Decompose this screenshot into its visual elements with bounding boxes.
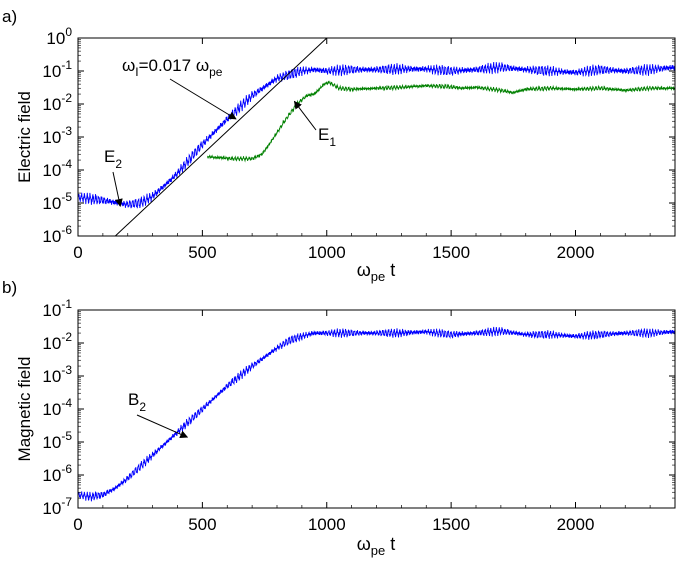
panel-a-label: a)	[2, 7, 17, 26]
panel-b-label: b)	[2, 278, 17, 297]
y-tick-label: 10-3	[42, 363, 72, 386]
series-b2-line	[78, 326, 675, 502]
x-tick-label: 2000	[557, 243, 595, 262]
y-tick-label: 100	[46, 25, 72, 48]
panel-b-xlabel: ωpe t	[357, 534, 396, 558]
panel-a: 0 500 1000 1500 2000 10-6 10-5 10-4 10-3 10-2 10-1…	[15, 25, 676, 284]
x-tick-label: 0	[73, 515, 82, 534]
x-tick-label: 500	[188, 243, 216, 262]
x-tick-label: 500	[188, 515, 216, 534]
panel-a-ylabel: Electric field	[15, 91, 34, 183]
growth-rate-arrow	[169, 78, 237, 120]
x-tick-label: 1000	[308, 243, 346, 262]
series-e1-line	[206, 80, 675, 163]
panel-a-xlabel: ωpe t	[357, 260, 396, 284]
e1-arrow	[293, 100, 317, 131]
e2-label: E2	[104, 147, 122, 171]
e2-arrow	[112, 171, 123, 207]
y-tick-label: 10-5	[42, 429, 72, 452]
y-tick-label: 10-2	[42, 330, 72, 353]
y-tick-label: 10-2	[42, 91, 72, 114]
panel-a-ticks: 0 500 1000 1500 2000 10-6 10-5 10-4 10-3 10-2 10-1…	[42, 25, 676, 262]
y-tick-label: 10-7	[42, 495, 72, 518]
series-fit-line	[114, 38, 328, 236]
growth-rate-annotation: ωI=0.017 ωpe	[122, 56, 223, 79]
x-tick-label: 1500	[432, 243, 470, 262]
y-tick-label: 10-6	[42, 462, 72, 485]
y-tick-label: 10-4	[42, 396, 72, 419]
panel-b: 0 500 1000 1500 2000 10-7 10-6 10-5 10-4 10-3 10-2…	[15, 297, 676, 558]
y-tick-label: 10-1	[42, 58, 72, 81]
x-tick-label: 0	[73, 243, 82, 262]
x-tick-label: 1500	[432, 515, 470, 534]
y-tick-label: 10-4	[42, 157, 72, 180]
x-tick-label: 1000	[308, 515, 346, 534]
y-tick-label: 10-5	[42, 190, 72, 213]
panel-a-series	[78, 38, 675, 236]
b2-arrow	[136, 414, 189, 438]
e1-label: E1	[318, 125, 336, 149]
b2-label: B2	[128, 390, 146, 414]
panel-b-series	[78, 326, 675, 502]
y-tick-label: 10-6	[42, 223, 72, 246]
y-tick-label: 10-1	[42, 297, 72, 320]
panel-b-ylabel: Magnetic field	[15, 357, 34, 462]
series-e2-line	[78, 61, 675, 209]
x-tick-label: 2000	[557, 515, 595, 534]
panel-b-ticks: 0 500 1000 1500 2000 10-7 10-6 10-5 10-4 10-3 10-2…	[42, 297, 676, 534]
y-tick-label: 10-3	[42, 124, 72, 147]
